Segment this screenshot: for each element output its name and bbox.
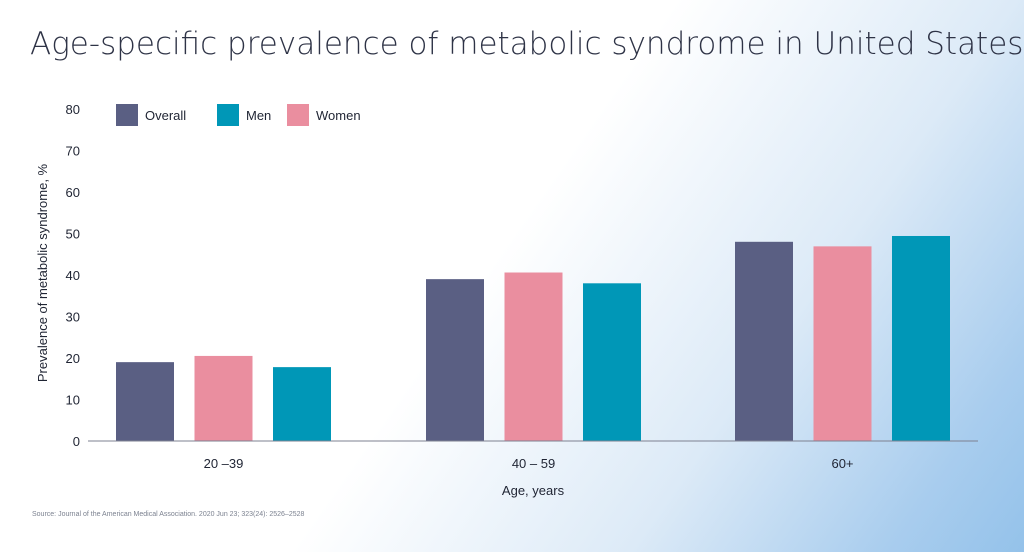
legend-label-women: Women (316, 108, 361, 123)
legend: Overall Men Women (116, 104, 361, 126)
y-axis-ticks: 0 10 20 30 40 50 60 70 80 (66, 102, 80, 449)
x-tick-label: 60+ (831, 456, 853, 471)
bar-overall-2 (426, 279, 484, 441)
y-tick-label: 30 (66, 310, 80, 325)
bar-men-2 (583, 283, 641, 441)
y-tick-label: 50 (66, 227, 80, 242)
bar-overall-1 (116, 362, 174, 441)
bars (116, 235, 950, 441)
legend-label-men: Men (246, 108, 271, 123)
y-tick-label: 10 (66, 393, 80, 408)
x-axis-ticks: 20 –39 40 – 59 60+ (204, 456, 854, 471)
bar-women-2 (504, 272, 563, 441)
y-tick-label: 60 (66, 185, 80, 200)
y-tick-label: 40 (66, 268, 80, 283)
x-axis-title: Age, years (502, 483, 565, 498)
legend-swatch-men (217, 104, 239, 126)
y-tick-label: 0 (73, 434, 80, 449)
y-tick-label: 20 (66, 351, 80, 366)
x-tick-label: 20 –39 (204, 456, 244, 471)
source-note: Source: Journal of the American Medical … (32, 511, 305, 518)
bar-women-1 (194, 355, 253, 441)
bar-men-3 (892, 235, 950, 441)
bar-overall-3 (735, 241, 793, 441)
y-tick-label: 80 (66, 102, 80, 117)
legend-label-overall: Overall (145, 108, 186, 123)
legend-swatch-overall (116, 104, 138, 126)
bar-men-1 (273, 367, 331, 441)
y-tick-label: 70 (66, 144, 80, 159)
legend-swatch-women (287, 104, 309, 126)
y-axis-title: Prevalence of metabolic syndrome, % (35, 163, 50, 382)
x-tick-label: 40 – 59 (512, 456, 555, 471)
chart-title: Age-specific prevalence of metabolic syn… (30, 26, 1024, 62)
bar-women-3 (813, 246, 872, 441)
